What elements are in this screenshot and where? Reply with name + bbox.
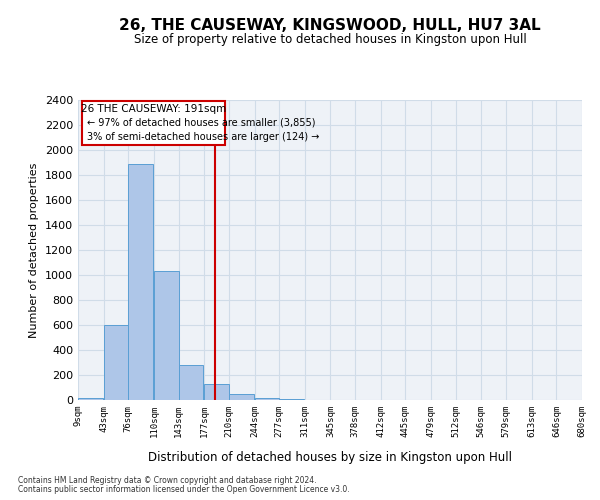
Bar	[104, 325, 128, 400]
Text: Contains public sector information licensed under the Open Government Licence v3: Contains public sector information licen…	[18, 485, 350, 494]
Text: Distribution of detached houses by size in Kingston upon Hull: Distribution of detached houses by size …	[148, 451, 512, 464]
Bar	[128, 164, 153, 400]
Text: Contains HM Land Registry data © Crown copyright and database right 2024.: Contains HM Land Registry data © Crown c…	[18, 476, 317, 485]
Text: ← 97% of detached houses are smaller (3,855): ← 97% of detached houses are smaller (3,…	[87, 117, 315, 127]
Y-axis label: Number of detached properties: Number of detached properties	[29, 162, 40, 338]
Text: 26 THE CAUSEWAY: 191sqm: 26 THE CAUSEWAY: 191sqm	[81, 104, 226, 114]
Bar	[154, 271, 179, 400]
Text: 26, THE CAUSEWAY, KINGSWOOD, HULL, HU7 3AL: 26, THE CAUSEWAY, KINGSWOOD, HULL, HU7 3…	[119, 18, 541, 32]
FancyBboxPatch shape	[82, 101, 225, 145]
Bar	[229, 394, 254, 400]
Text: 3% of semi-detached houses are larger (124) →: 3% of semi-detached houses are larger (1…	[87, 132, 319, 142]
Bar	[179, 365, 203, 400]
Bar	[204, 384, 229, 400]
Bar	[78, 398, 103, 400]
Bar	[279, 399, 304, 400]
Text: Size of property relative to detached houses in Kingston upon Hull: Size of property relative to detached ho…	[134, 32, 526, 46]
Bar	[254, 398, 279, 400]
